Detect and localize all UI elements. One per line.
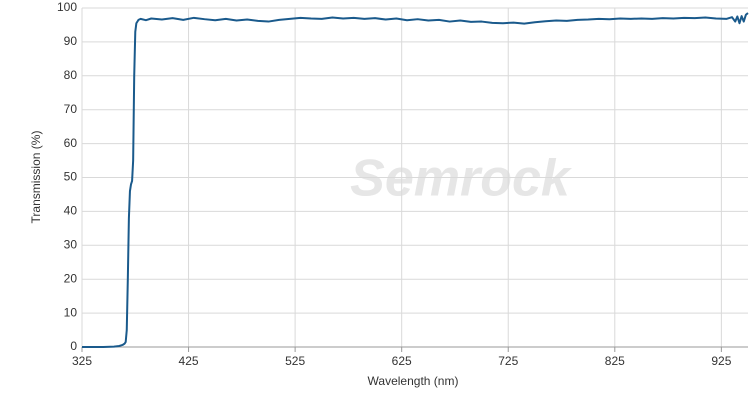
y-tick-label: 40 [64, 204, 78, 218]
y-tick-label: 60 [64, 136, 78, 150]
x-tick-label: 725 [498, 354, 518, 368]
y-axis-title: Transmission (%) [29, 131, 43, 224]
watermark: Semrock [350, 150, 573, 208]
x-tick-label: 925 [711, 354, 731, 368]
x-tick-label: 625 [392, 354, 412, 368]
y-tick-label: 0 [70, 339, 77, 353]
x-axis-title: Wavelength (nm) [368, 374, 459, 388]
y-tick-label: 100 [57, 0, 77, 14]
y-tick-label: 90 [64, 34, 78, 48]
y-tick-label: 80 [64, 68, 78, 82]
data-line [82, 12, 749, 348]
y-tick-label: 10 [64, 305, 78, 319]
y-tick-label: 50 [64, 170, 78, 184]
x-tick-label: 525 [285, 354, 305, 368]
y-tick-label: 30 [64, 237, 78, 251]
x-tick-label: 825 [605, 354, 625, 368]
x-tick-label: 425 [179, 354, 199, 368]
y-tick-label: 20 [64, 271, 78, 285]
x-tick-label: 325 [72, 354, 92, 368]
y-tick-label: 70 [64, 102, 78, 116]
